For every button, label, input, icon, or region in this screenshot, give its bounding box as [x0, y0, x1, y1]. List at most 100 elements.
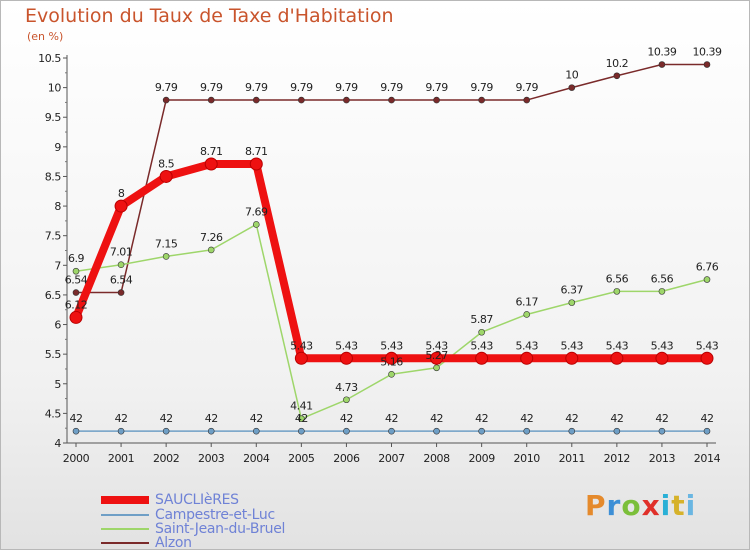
data-label: 5.43 — [515, 339, 538, 352]
data-label: 5.43 — [290, 339, 313, 352]
data-label: 8 — [118, 187, 125, 200]
data-label: 42 — [475, 412, 488, 425]
y-tick-label: 7 — [54, 259, 61, 272]
data-label: 6.54 — [110, 274, 133, 287]
brand-logo: Proxiti — [585, 489, 696, 522]
data-label: 5.43 — [470, 339, 493, 352]
data-label: 5.43 — [380, 339, 403, 352]
legend-item-sauclieres: SAUCLIèRES — [101, 492, 239, 508]
series-point — [343, 396, 350, 404]
y-tick-label: 9.5 — [45, 111, 62, 124]
series-point — [249, 157, 263, 171]
data-label: 9.79 — [425, 81, 448, 94]
data-label: 42 — [565, 412, 578, 425]
series-point — [523, 96, 531, 104]
series-point — [658, 61, 666, 68]
series-point — [72, 427, 80, 435]
series-point — [658, 288, 666, 295]
data-label: 6.56 — [651, 272, 674, 285]
series-point — [523, 311, 531, 318]
series-point — [388, 370, 395, 378]
x-tick-label: 2008 — [423, 452, 450, 465]
data-label: 6.37 — [561, 284, 584, 297]
series-point — [339, 351, 353, 365]
data-label: 6.56 — [606, 272, 629, 285]
data-label: 42 — [340, 412, 353, 425]
series-point — [523, 427, 531, 435]
x-tick-label: 2010 — [514, 452, 541, 465]
series-point — [207, 246, 215, 254]
y-tick-label: 9 — [54, 141, 61, 154]
series-point — [162, 427, 170, 435]
data-label: 42 — [160, 412, 173, 425]
x-tick-label: 2005 — [288, 452, 315, 465]
y-tick-label: 5 — [54, 378, 61, 391]
data-label: 42 — [250, 412, 263, 425]
series-point — [568, 427, 576, 435]
y-tick-label: 6.5 — [45, 289, 62, 302]
series-point — [252, 427, 260, 435]
data-label: 4.41 — [290, 400, 313, 413]
y-tick-label: 5.5 — [45, 348, 62, 361]
brand-letter: P — [585, 489, 607, 522]
series-point — [613, 427, 621, 435]
series-point — [298, 96, 305, 104]
series-point — [565, 351, 579, 365]
data-label: 9.79 — [155, 81, 178, 94]
brand-letter: r — [606, 489, 622, 522]
series-point — [385, 351, 398, 365]
series-point — [252, 221, 260, 228]
x-tick-label: 2006 — [333, 452, 360, 465]
y-tick-label: 6 — [54, 319, 61, 332]
y-tick-label: 4 — [54, 437, 61, 450]
data-label: 9.79 — [470, 81, 493, 94]
x-tick-label: 2000 — [63, 452, 90, 465]
legend-label: Alzon — [155, 535, 192, 551]
data-label: 9.79 — [245, 81, 268, 94]
legend-item-saint-jean: Saint-Jean-du-Bruel — [101, 521, 285, 537]
x-tick-label: 2007 — [378, 452, 405, 465]
x-tick-label: 2004 — [243, 452, 270, 465]
data-label: 10.2 — [606, 57, 629, 70]
brand-letter: i — [685, 489, 697, 522]
legend-swatch — [101, 542, 149, 544]
data-label: 5.43 — [651, 339, 674, 352]
series-point — [69, 310, 83, 324]
series-point — [298, 427, 305, 435]
data-label: 10 — [565, 69, 578, 82]
x-tick-label: 2002 — [153, 452, 179, 465]
y-tick-label: 10 — [48, 82, 62, 95]
series-point — [430, 351, 444, 365]
series-line — [72, 160, 707, 363]
legend-item-alzon: Alzon — [101, 535, 192, 551]
data-label: 42 — [520, 412, 533, 425]
series-point — [433, 96, 440, 104]
series-point — [655, 351, 669, 365]
data-label: 5.16 — [380, 355, 403, 368]
series-point — [478, 96, 485, 104]
series-point — [117, 289, 125, 296]
series-point — [72, 289, 80, 296]
data-label: 6.17 — [515, 295, 538, 308]
series-point — [298, 415, 305, 423]
series-point — [252, 96, 260, 104]
data-label: 6.76 — [696, 261, 719, 274]
y-tick-label: 7.5 — [45, 230, 62, 243]
x-tick-label: 2012 — [604, 452, 630, 465]
data-label: 6.9 — [68, 252, 84, 265]
series-point — [72, 267, 80, 275]
brand-letter: o — [621, 489, 642, 522]
x-tick-label: 2014 — [694, 452, 721, 465]
series-point — [204, 157, 218, 171]
brand-letter: i — [660, 489, 672, 522]
data-label: 7.26 — [200, 231, 223, 244]
legend-swatch — [101, 514, 149, 516]
data-label: 7.01 — [110, 246, 133, 259]
series-point — [703, 427, 711, 435]
series-point — [658, 427, 666, 435]
data-label: 9.79 — [290, 81, 313, 94]
data-label: 5.87 — [470, 313, 493, 326]
y-tick-label: 4.5 — [45, 407, 62, 420]
data-label: 9.79 — [380, 81, 403, 94]
data-label: 5.43 — [696, 339, 719, 352]
